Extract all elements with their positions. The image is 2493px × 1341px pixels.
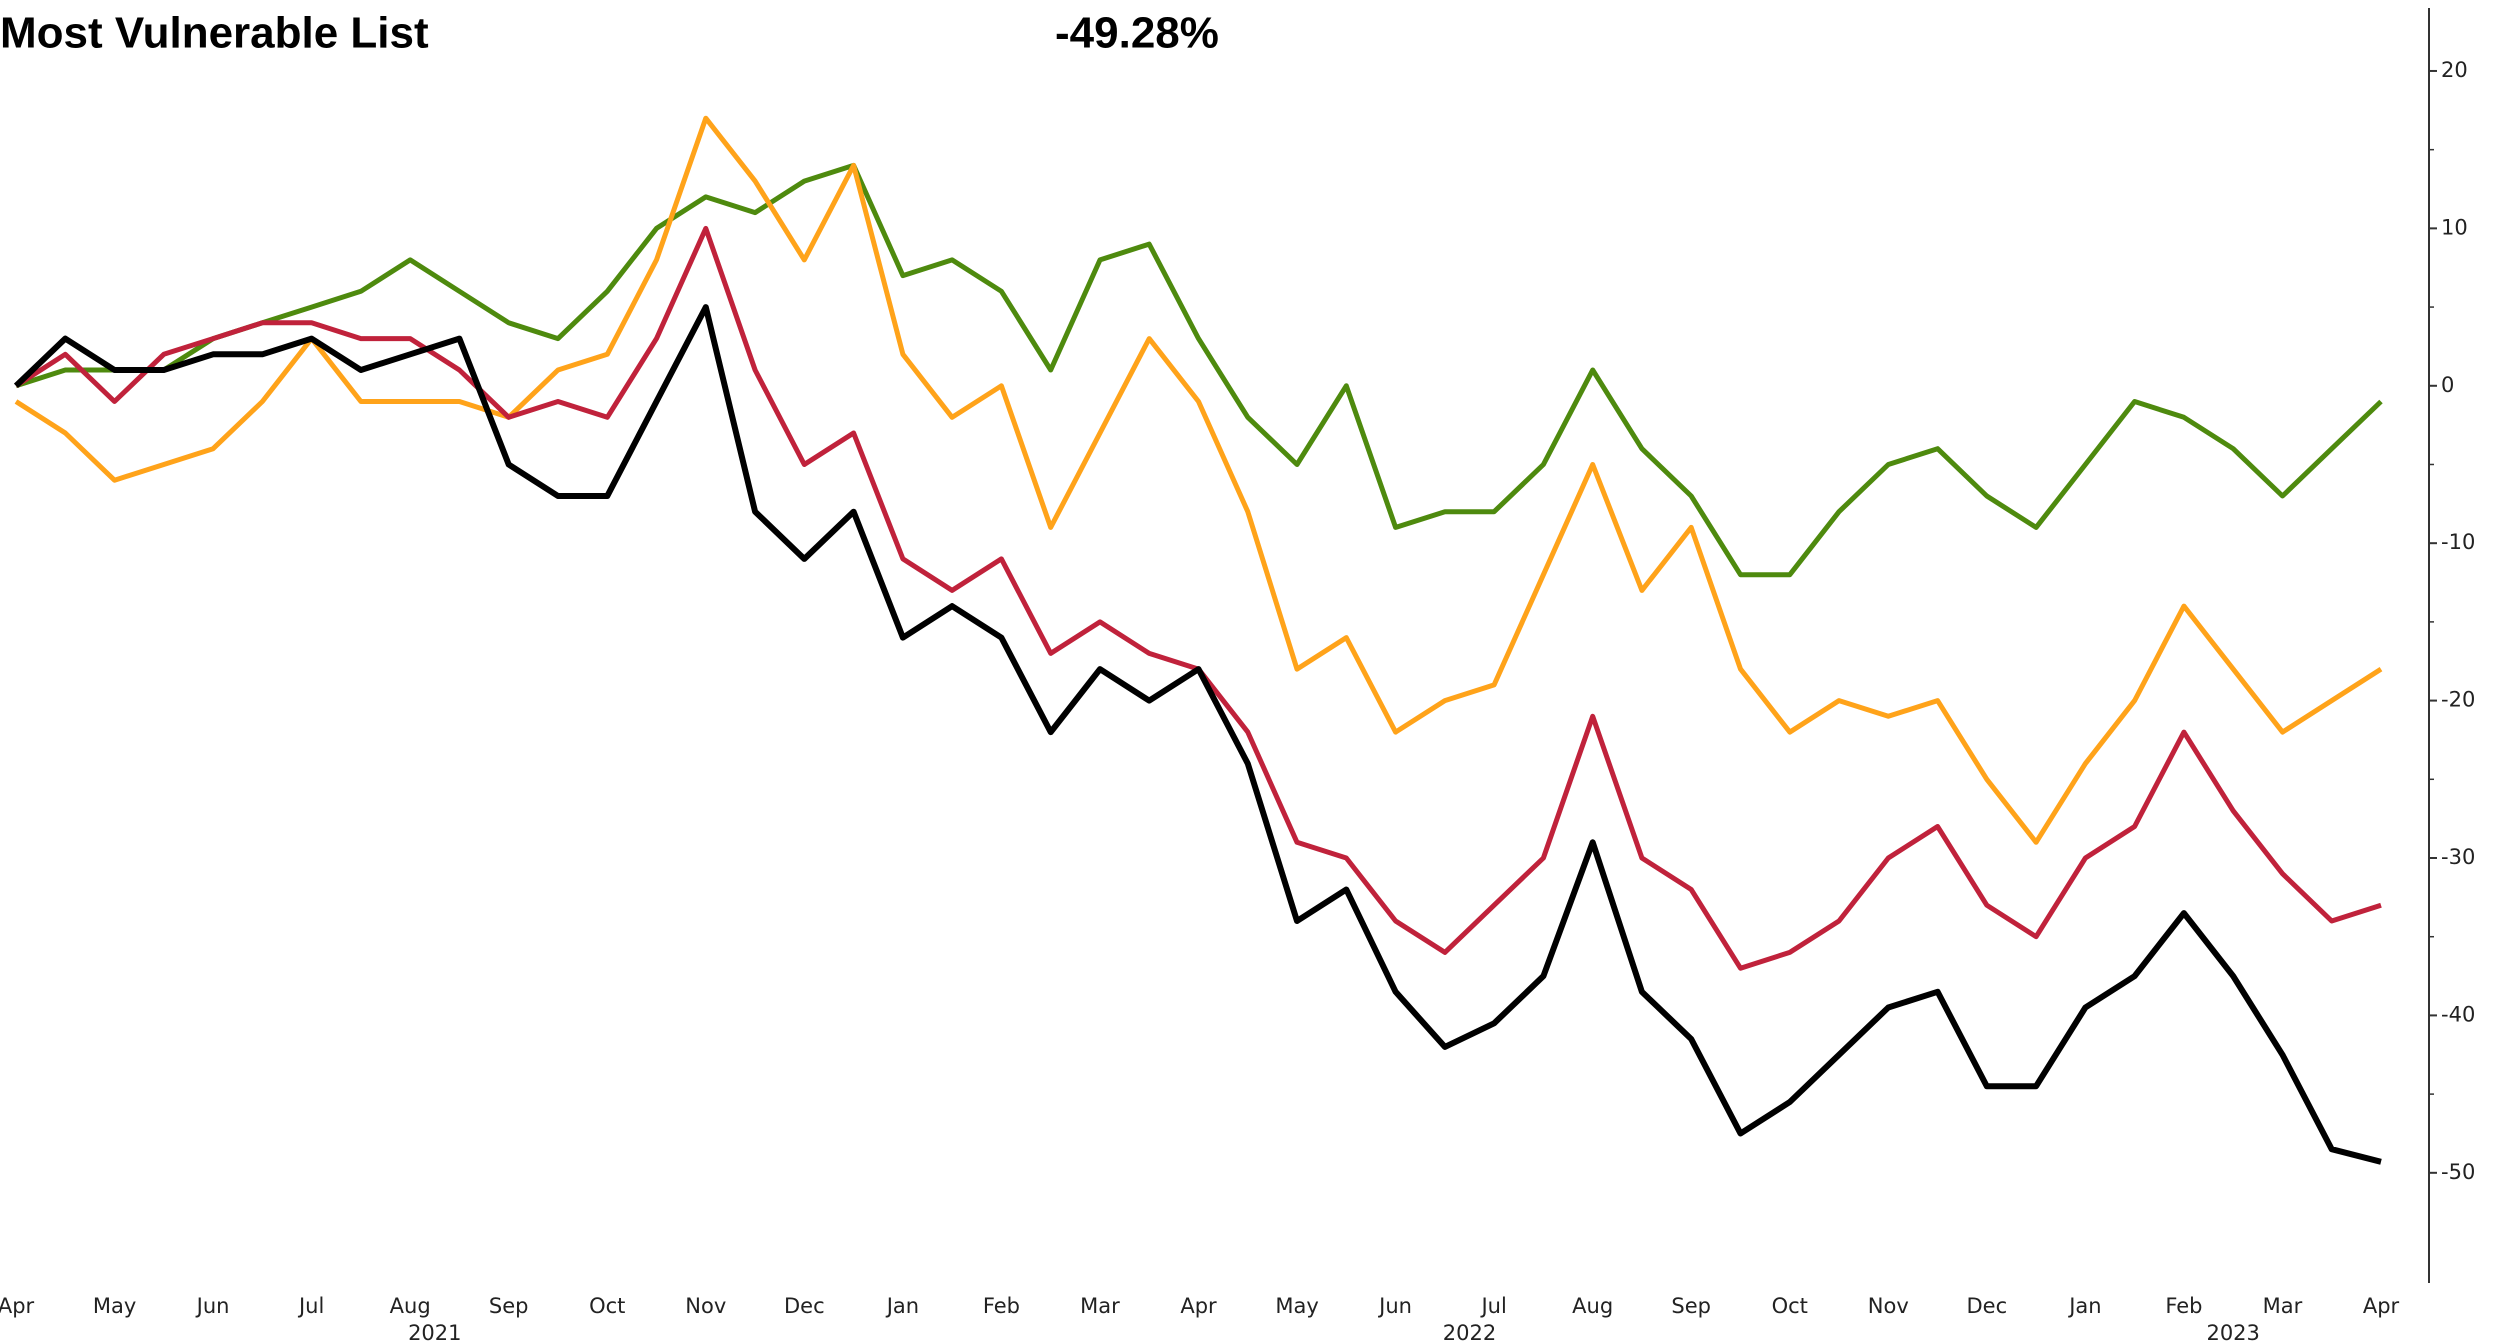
x-tick-label: Apr (2363, 1294, 2400, 1318)
x-tick-label: May (1275, 1294, 1318, 1318)
x-tick-label: Nov (685, 1294, 726, 1318)
series-line (15, 162, 2383, 578)
x-tick-label: Jun (1377, 1294, 1412, 1318)
x-tick-label: May (93, 1294, 136, 1318)
series-line (13, 304, 2382, 1165)
x-tick-label: Jan (2067, 1294, 2101, 1318)
x-tick-label: Sep (489, 1294, 529, 1318)
x-tick-label: Aug (390, 1294, 431, 1318)
x-tick-label: Oct (589, 1294, 625, 1318)
year-label: 2022 (1443, 1321, 1496, 1341)
x-tick-label: Dec (784, 1294, 825, 1318)
x-tick-label: Feb (983, 1294, 1020, 1318)
x-tick-label: Jun (195, 1294, 230, 1318)
x-tick-label: Oct (1772, 1294, 1808, 1318)
x-tick-label: Mar (2263, 1294, 2303, 1318)
x-tick-label: Dec (1967, 1294, 2008, 1318)
y-tick-label: -20 (2441, 688, 2475, 712)
y-tick-label: -50 (2441, 1160, 2475, 1184)
y-tick-label: 0 (2441, 373, 2454, 397)
y-tick-label: 10 (2441, 215, 2468, 239)
y-tick-label: 20 (2441, 58, 2468, 82)
x-tick-label: Aug (1572, 1294, 1613, 1318)
chart-title: Most Vulnerable List (0, 9, 429, 58)
y-tick-label: -10 (2441, 530, 2475, 554)
y-tick-label: -30 (2441, 845, 2475, 869)
x-tick-label: Sep (1671, 1294, 1711, 1318)
x-tick-label: Jul (297, 1294, 324, 1318)
x-tick-label: Apr (1180, 1294, 1217, 1318)
y-tick-label: -40 (2441, 1002, 2475, 1026)
annotation: -49.28% (1055, 9, 1219, 58)
x-tick-label: Jan (885, 1294, 919, 1318)
series-line (14, 115, 2383, 845)
x-tick-label: Mar (1080, 1294, 1120, 1318)
year-label: 2021 (408, 1321, 461, 1341)
year-label: 2023 (2206, 1321, 2259, 1341)
x-tick-label: Nov (1868, 1294, 1909, 1318)
x-tick-label: Jul (1479, 1294, 1506, 1318)
x-tick-label: Apr (0, 1294, 35, 1318)
x-tick-label: Feb (2165, 1294, 2202, 1318)
